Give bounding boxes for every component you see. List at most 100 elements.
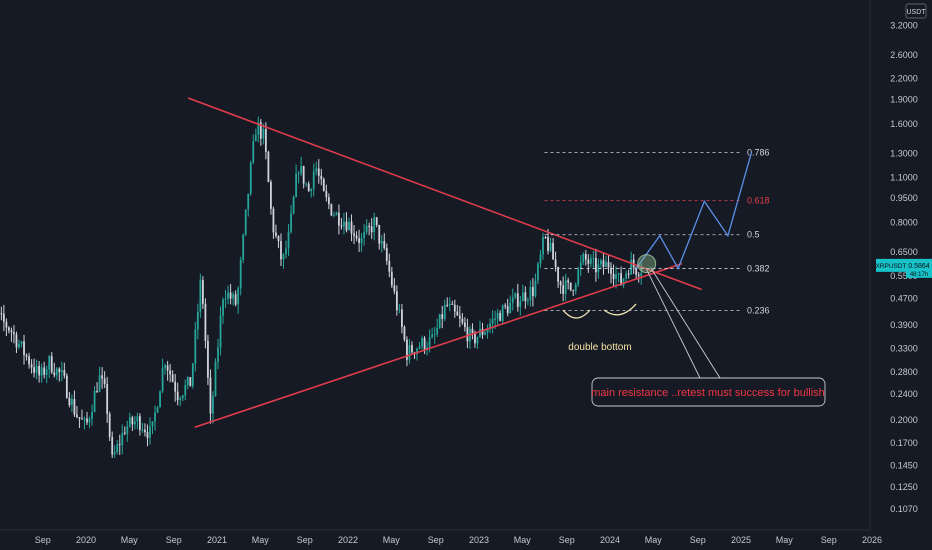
candle-up	[179, 398, 182, 401]
y-tick-label: 3.2000	[890, 20, 918, 30]
candle-up	[83, 418, 86, 420]
candle-down	[353, 233, 355, 236]
candle-up	[438, 314, 441, 328]
candle-down	[10, 330, 13, 333]
candle-up	[416, 348, 418, 355]
candle-down	[610, 267, 612, 274]
candle-down	[96, 390, 98, 392]
candle-down	[2, 313, 5, 322]
candle-up	[295, 173, 298, 198]
candle-down	[176, 391, 179, 401]
candle-up	[526, 300, 529, 302]
candle-down	[68, 397, 71, 406]
candle-up	[244, 209, 247, 235]
x-tick-label: May	[514, 535, 532, 545]
candle-up	[421, 338, 423, 347]
candle-down	[322, 179, 325, 191]
candle-up	[305, 183, 308, 185]
candle-down	[81, 418, 83, 420]
candle-up	[408, 345, 411, 360]
candle-down	[554, 259, 557, 268]
candle-up	[549, 242, 552, 251]
candle-up	[217, 347, 219, 362]
x-tick-label: 2020	[76, 535, 96, 545]
candle-down	[547, 237, 549, 251]
x-tick-label: 2026	[862, 535, 882, 545]
candle-up	[184, 384, 187, 396]
candle-up	[141, 429, 144, 431]
candle-up	[35, 365, 38, 373]
candle-up	[332, 215, 335, 217]
candle-up	[91, 412, 93, 419]
candle-down	[345, 221, 348, 231]
candle-up	[542, 237, 544, 255]
candle-down	[118, 444, 121, 446]
candle-up	[605, 261, 607, 268]
candle-down	[317, 168, 320, 176]
candle-down	[441, 314, 444, 319]
x-tick-label: May	[252, 535, 270, 545]
x-tick-label: Sep	[690, 535, 706, 545]
candle-up	[45, 369, 48, 375]
currency-label: USDT	[906, 9, 926, 16]
candle-down	[207, 340, 209, 378]
candle-up	[191, 363, 194, 387]
callout-pointer	[646, 269, 701, 379]
candle-up	[501, 305, 504, 321]
candle-down	[139, 416, 141, 431]
candle-up	[428, 337, 431, 348]
double-bottom-label: double bottom	[568, 342, 631, 353]
candle-up	[199, 280, 202, 312]
candle-up	[519, 301, 522, 307]
trendlines-layer	[187, 97, 702, 429]
candle-down	[272, 208, 275, 233]
candle-down	[524, 292, 527, 302]
candle-down	[8, 327, 10, 331]
x-tick-label: Sep	[35, 535, 51, 545]
candle-down	[65, 375, 68, 398]
candle-up	[363, 231, 366, 238]
candle-down	[166, 365, 169, 371]
y-tick-label: 0.3300	[890, 344, 918, 354]
y-tick-label: 1.6000	[890, 119, 918, 129]
candle-up	[88, 418, 91, 423]
candle-up	[486, 328, 489, 333]
candle-down	[103, 378, 106, 384]
y-tick-label: 0.3900	[890, 320, 918, 330]
candle-down	[635, 267, 638, 275]
candle-up	[589, 258, 592, 264]
candle-down	[406, 339, 408, 360]
candle-down	[451, 303, 454, 305]
candle-up	[484, 332, 486, 335]
candle-down	[201, 280, 204, 304]
y-tick-label: 2.6000	[890, 50, 918, 60]
candle-down	[171, 374, 174, 382]
candle-down	[325, 190, 328, 198]
candle-down	[461, 318, 464, 323]
x-tick-label: Sep	[559, 535, 575, 545]
candle-up	[597, 264, 600, 273]
candle-up	[212, 395, 214, 414]
x-tick-label: Sep	[166, 535, 182, 545]
candle-up	[224, 298, 227, 300]
candle-down	[73, 399, 76, 415]
candle-down	[587, 259, 590, 264]
candle-up	[285, 248, 287, 255]
candle-up	[239, 260, 242, 289]
candle-down	[53, 372, 56, 376]
candle-up	[262, 129, 265, 139]
candle-down	[111, 436, 114, 455]
candle-up	[529, 287, 532, 301]
candle-up	[287, 231, 290, 249]
candle-up	[249, 162, 252, 194]
candle-up	[214, 361, 217, 396]
candle-down	[209, 377, 212, 414]
candle-up	[70, 399, 73, 406]
candle-down	[15, 334, 18, 348]
candle-down	[607, 261, 610, 268]
currency-badge[interactable]	[905, 3, 927, 19]
candle-up	[126, 426, 129, 434]
candle-down	[108, 413, 111, 437]
